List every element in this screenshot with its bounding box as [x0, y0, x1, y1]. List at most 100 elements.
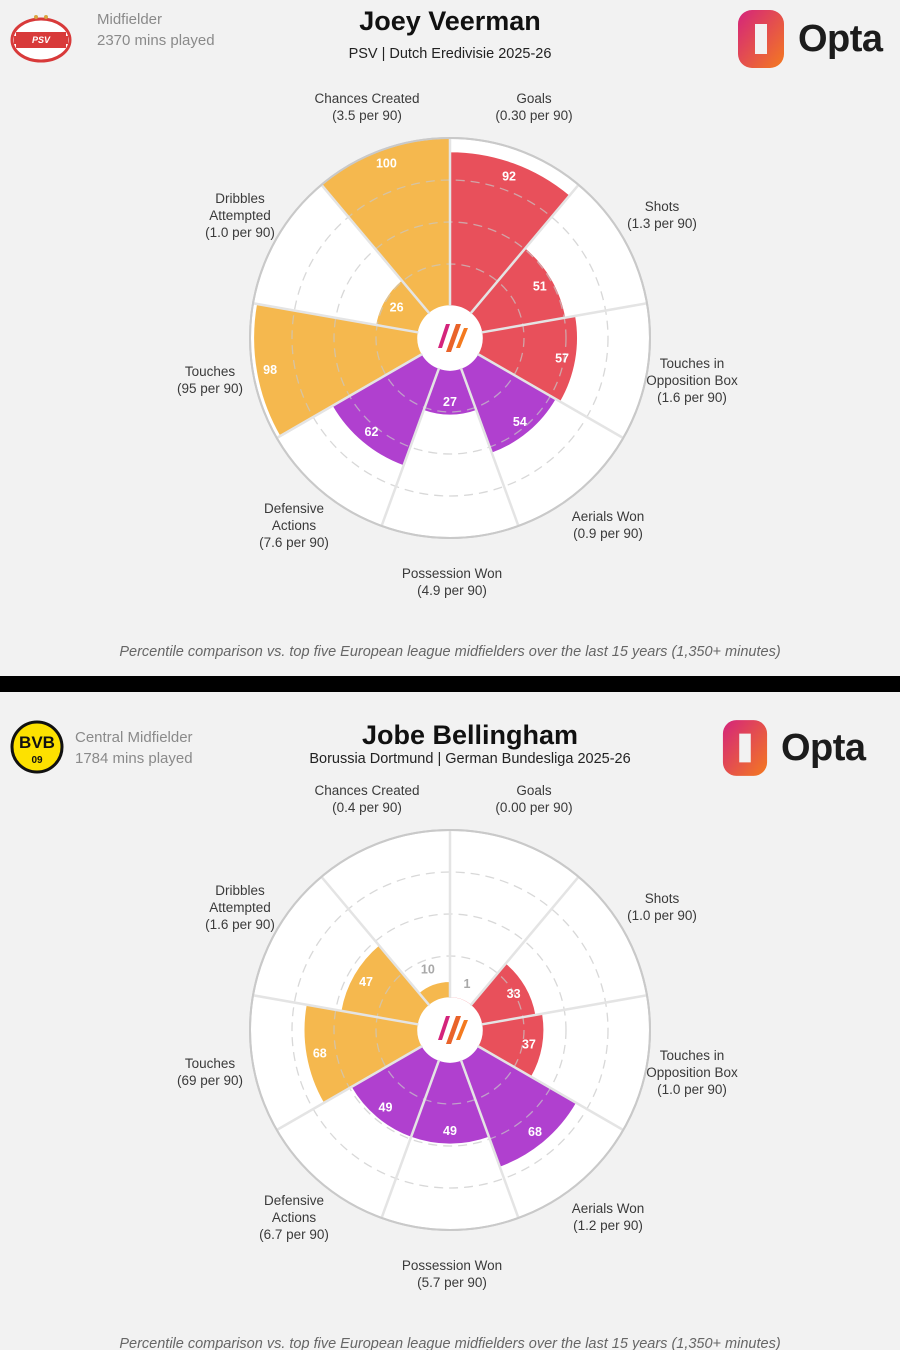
- axis-label-possession-won: Possession Won (5.7 per 90): [402, 1258, 502, 1290]
- axis-label-dribbles: Dribbles Attempted (1.0 per 90): [205, 191, 275, 240]
- value-label: 27: [443, 395, 457, 409]
- axis-label-touches-in: Touches in Opposition Box (1.6 per 90): [646, 356, 738, 405]
- bar-goals: [449, 150, 571, 315]
- bar-possession-won: [409, 1059, 491, 1145]
- chart-outline: [249, 829, 651, 1231]
- chart-footnote: Percentile comparison vs. top five Europ…: [119, 1336, 781, 1350]
- grid-spoke: [380, 1059, 441, 1219]
- grid-spoke: [252, 994, 419, 1026]
- competition-subtitle: PSV | Dutch Eredivisie 2025-26: [348, 46, 552, 62]
- grid-spoke: [459, 367, 520, 527]
- grid-spoke: [320, 875, 431, 1007]
- minutes-played: 2370 mins played: [97, 32, 215, 49]
- opta-center-icon: [438, 1016, 468, 1044]
- grid-spoke: [320, 183, 431, 315]
- grid-ring: [291, 179, 609, 497]
- radar-chart-veerman: 92 51 57 54 27 62 98 26 100 Goals (0.30 per 90) Sho…: [177, 91, 738, 598]
- axis-label-goals: Goals (0.00 per 90): [495, 783, 572, 815]
- minutes-played: 1784 mins played: [75, 750, 193, 767]
- grid-spoke: [276, 352, 423, 440]
- player-info: Midfielder 2370 mins played: [97, 9, 215, 51]
- player-panel-veerman: PSV Midfielder 2370 mins played Joey Vee…: [0, 0, 900, 676]
- grid-spoke: [380, 367, 441, 527]
- bar-possession-won: [422, 367, 478, 417]
- grid-spoke: [469, 875, 580, 1007]
- bvb-badge-icon: BVB 09: [10, 720, 64, 774]
- center-disc: [419, 999, 481, 1061]
- player-name: Jobe Bellingham: [361, 720, 579, 750]
- axis-label-touches: Touches (69 per 90): [177, 1056, 243, 1088]
- axis-label-touches: Touches (95 per 90): [177, 364, 243, 396]
- panel-divider: [0, 676, 900, 692]
- value-label: 68: [313, 1046, 327, 1060]
- axis-label-goals: Goals (0.30 per 90): [495, 91, 572, 123]
- bar-dribbles: [339, 943, 431, 1026]
- grid-spoke: [477, 1044, 624, 1132]
- axis-label-aerials-won: Aerials Won (1.2 per 90): [572, 1201, 645, 1233]
- bar-dribbles: [374, 278, 431, 334]
- value-label: 10: [421, 963, 435, 977]
- grid-spoke: [481, 302, 648, 334]
- value-label: 37: [522, 1037, 536, 1051]
- svg-text:09: 09: [31, 755, 43, 766]
- bar-touches-in: [476, 1012, 545, 1079]
- value-label: 1: [464, 977, 471, 991]
- center-disc: [419, 307, 481, 369]
- svg-text:PSV: PSV: [32, 35, 51, 45]
- opta-center-icon: [438, 324, 468, 352]
- opta-mark-icon: [722, 720, 768, 776]
- opta-logo: Opta: [721, 718, 866, 778]
- opta-wordmark: Opta: [781, 726, 866, 769]
- value-label: 49: [379, 1100, 393, 1114]
- bar-aerials-won: [459, 352, 558, 455]
- bar-touches: [252, 302, 424, 438]
- competition-subtitle: Borussia Dortmund | German Bundesliga 20…: [309, 751, 631, 767]
- axis-label-shots: Shots (1.3 per 90): [627, 199, 697, 231]
- grid-spoke: [276, 1044, 423, 1132]
- grid-spoke: [477, 352, 624, 440]
- opta-wordmark: Opta: [798, 17, 883, 60]
- player-position: Midfielder: [97, 11, 163, 28]
- value-label: 51: [533, 280, 547, 294]
- bar-touches-in: [476, 314, 579, 403]
- psv-badge-icon: PSV: [10, 15, 72, 63]
- axis-label-chances-created: Chances Created (0.4 per 90): [314, 783, 419, 815]
- axis-label-aerials-won: Aerials Won (0.9 per 90): [572, 509, 645, 541]
- player-panel-bellingham: BVB 09 Central Midfielder 1784 mins play…: [0, 692, 900, 1350]
- player-info: Central Midfielder 1784 mins played: [75, 727, 193, 769]
- grid-spoke: [469, 183, 580, 315]
- bar-shots: [469, 246, 567, 334]
- axis-label-defensive: Defensive Actions (6.7 per 90): [259, 1193, 329, 1242]
- chart-outline: [249, 137, 651, 539]
- axis-label-dribbles: Dribbles Attempted (1.6 per 90): [205, 883, 275, 932]
- value-label: 62: [365, 425, 379, 439]
- value-label: 33: [507, 987, 521, 1001]
- bar-defensive: [349, 1044, 441, 1139]
- value-label: 47: [359, 975, 373, 989]
- svg-text:BVB: BVB: [19, 733, 55, 752]
- grid-ring: [291, 871, 609, 1189]
- grid-spoke: [459, 1059, 520, 1219]
- axis-label-chances-created: Chances Created (3.5 per 90): [314, 91, 419, 123]
- grid-spoke: [252, 302, 419, 334]
- bar-shots: [469, 961, 537, 1026]
- value-label: 49: [443, 1124, 457, 1138]
- player-name: Joey Veerman: [359, 6, 541, 36]
- value-label: 98: [263, 363, 277, 377]
- opta-logo: Opta: [736, 8, 883, 70]
- axis-label-touches-in: Touches in Opposition Box (1.0 per 90): [646, 1048, 738, 1097]
- value-label: 54: [513, 415, 527, 429]
- value-label: 57: [555, 351, 569, 365]
- value-label: 68: [528, 1125, 542, 1139]
- axis-label-defensive: Defensive Actions (7.6 per 90): [259, 501, 329, 550]
- value-label: 100: [376, 157, 397, 171]
- radar-chart-bellingham: 1 33 37 68 49 49 68 47 10 Goals (0.00 per 90) Shots…: [177, 783, 738, 1290]
- value-label: 26: [390, 301, 404, 315]
- axis-label-possession-won: Possession Won (4.9 per 90): [402, 566, 502, 598]
- axis-label-shots: Shots (1.0 per 90): [627, 891, 697, 923]
- value-label: 92: [502, 169, 516, 183]
- chart-footnote: Percentile comparison vs. top five Europ…: [119, 644, 781, 660]
- player-position: Central Midfielder: [75, 729, 193, 746]
- opta-mark-icon: [738, 10, 784, 68]
- grid-spoke: [481, 994, 648, 1026]
